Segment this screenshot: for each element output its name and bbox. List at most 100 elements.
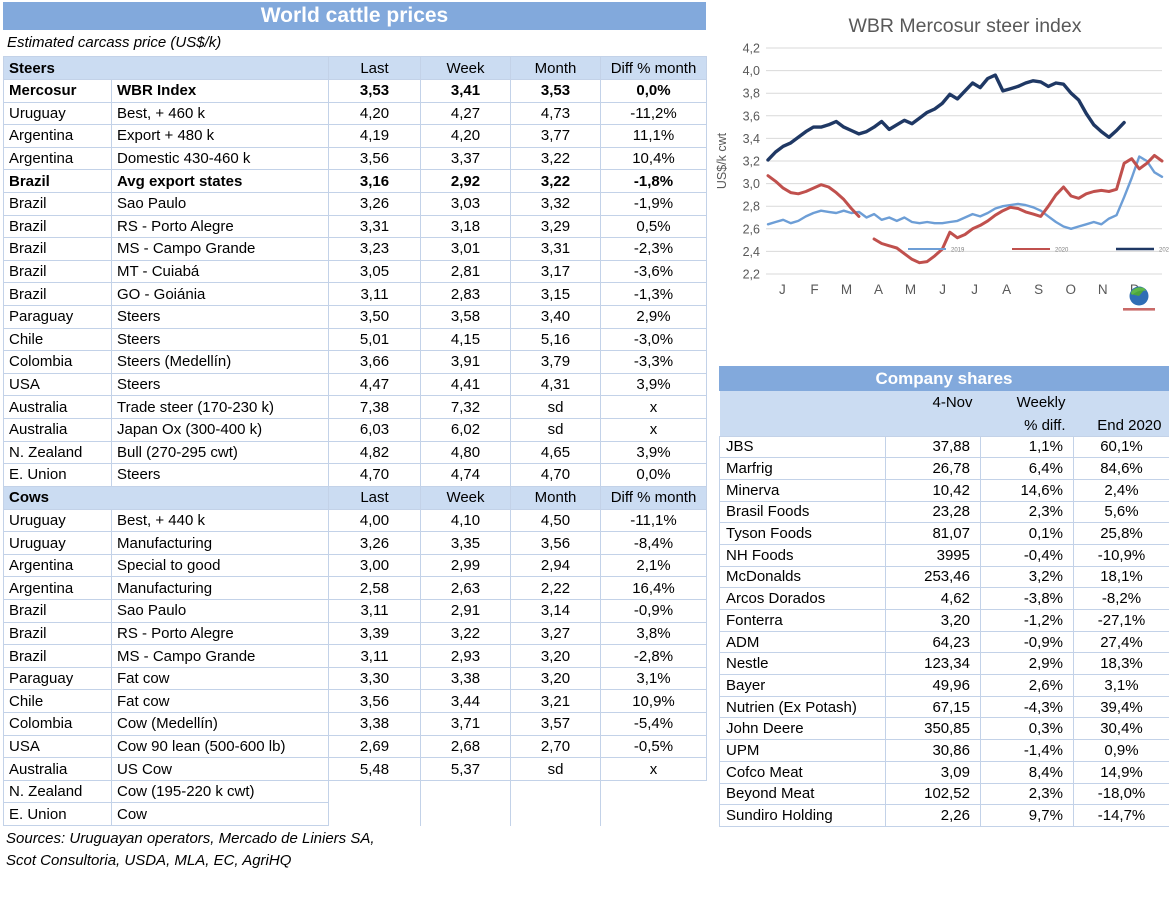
- last-cell: 3,39: [328, 621, 421, 646]
- company-price-cell: 23,28: [885, 500, 981, 524]
- svg-text:A: A: [874, 282, 883, 297]
- svg-text:2021: 2021: [1159, 248, 1169, 254]
- last-cell: 3,05: [328, 259, 421, 284]
- price-row: Uruguay Best, + 460 k 4,20 4,27 4,73 -11,2%: [3, 101, 707, 126]
- company-weekly-cell: 1,1%: [980, 435, 1074, 459]
- week-cell: 7,32: [420, 395, 511, 419]
- series-line-2019: [766, 155, 1164, 231]
- week-cell: 4,74: [420, 463, 511, 487]
- company-price-cell: 49,96: [885, 674, 981, 697]
- company-row: JBS 37,88 1,1% 60,1%: [719, 435, 1169, 459]
- company-weekly-cell: 3,2%: [980, 565, 1074, 589]
- company-weekly-cell: -1,2%: [980, 609, 1074, 632]
- wbr-steer-index-chart: 2,2 2,4 2,6 2,8 3,0 3,2 3,4 3,6 3,8 4,0 4,2 J F M A M J J…: [712, 2, 1169, 332]
- svg-text:3,6: 3,6: [743, 109, 760, 123]
- company-price-cell: 4,62: [885, 587, 981, 610]
- company-row: Cofco Meat 3,09 8,4% 14,9%: [719, 760, 1169, 784]
- diff-cell: -11,2%: [600, 101, 707, 126]
- country-cell: Colombia: [3, 350, 112, 374]
- price-row: Brazil Avg export states 3,16 2,92 3,22 -1,8%: [3, 169, 707, 193]
- diff-cell: -8,4%: [600, 531, 707, 555]
- svg-text:2,6: 2,6: [743, 222, 760, 236]
- company-price-cell: 10,42: [885, 478, 981, 502]
- price-row: Mercosur WBR Index 3,53 3,41 3,53 0,0%: [3, 79, 707, 103]
- company-end-cell: 3,1%: [1073, 674, 1169, 697]
- company-weekly-cell: -3,8%: [980, 587, 1074, 610]
- price-row: Brazil MT - Cuiabá 3,05 2,81 3,17 -3,6%: [3, 259, 707, 284]
- week-cell: 3,35: [420, 531, 511, 555]
- company-weekly-cell: -0,9%: [980, 630, 1074, 654]
- month-cell: 3,56: [510, 531, 601, 555]
- week-cell: 4,10: [420, 508, 511, 533]
- month-cell: 3,15: [510, 282, 601, 306]
- week-cell: 3,22: [420, 621, 511, 646]
- company-end-cell: 30,4%: [1073, 717, 1169, 741]
- last-cell: 2,58: [328, 576, 421, 601]
- company-name-cell: Marfrig: [719, 457, 886, 480]
- price-row: Argentina Special to good 3,00 2,99 2,94 2,1%: [3, 553, 707, 578]
- company-row: Tyson Foods 81,07 0,1% 25,8%: [719, 522, 1169, 545]
- company-row: Nutrien (Ex Potash) 67,15 -4,3% 39,4%: [719, 695, 1169, 719]
- week-cell: 4,20: [420, 124, 511, 148]
- company-row: Sundiro Holding 2,26 9,7% -14,7%: [719, 804, 1169, 827]
- country-cell: Brazil: [3, 237, 112, 261]
- month-cell: 3,17: [510, 259, 601, 284]
- item-cell: Export + 480 k: [111, 124, 329, 148]
- last-cell: 3,56: [328, 689, 421, 714]
- y-axis-tick-labels: 2,2 2,4 2,6 2,8 3,0 3,2 3,4 3,6 3,8 4,0 4,2: [743, 42, 760, 282]
- company-weekly-cell: 8,4%: [980, 760, 1074, 784]
- month-cell: sd: [510, 395, 601, 419]
- last-cell: 3,30: [328, 666, 421, 691]
- company-weekly-cell: 14,6%: [980, 478, 1074, 502]
- company-price-cell: 102,52: [885, 782, 981, 806]
- company-header-weekly: Weekly % diff.: [980, 391, 1074, 436]
- item-cell: RS - Porto Alegre: [111, 621, 329, 646]
- diff-cell: 3,9%: [600, 440, 707, 465]
- company-name-cell: Bayer: [719, 674, 886, 697]
- item-cell: Steers: [111, 304, 329, 329]
- country-cell: USA: [3, 734, 112, 759]
- svg-text:3,8: 3,8: [743, 87, 760, 101]
- item-cell: Japan Ox (300-400 k): [111, 417, 329, 442]
- month-cell: 3,20: [510, 666, 601, 691]
- week-cell: [420, 802, 511, 826]
- country-cell: Brazil: [3, 599, 112, 623]
- month-cell: 3,79: [510, 350, 601, 374]
- diff-cell: -1,8%: [600, 169, 707, 193]
- last-cell: 3,26: [328, 191, 421, 216]
- company-end-cell: -27,1%: [1073, 609, 1169, 632]
- month-cell: 4,50: [510, 508, 601, 533]
- diff-cell: -0,9%: [600, 599, 707, 623]
- diff-cell: 0,0%: [600, 463, 707, 487]
- price-row: Brazil Sao Paulo 3,11 2,91 3,14 -0,9%: [3, 599, 707, 623]
- country-cell: Argentina: [3, 146, 112, 171]
- company-end-cell: 84,6%: [1073, 457, 1169, 480]
- company-weekly-cell: 2,9%: [980, 652, 1074, 676]
- item-cell: Fat cow: [111, 689, 329, 714]
- item-cell: MT - Cuiabá: [111, 259, 329, 284]
- last-cell: 3,56: [328, 146, 421, 171]
- company-weekly-cell: -4,3%: [980, 695, 1074, 719]
- price-row: USA Steers 4,47 4,41 4,31 3,9%: [3, 372, 707, 397]
- company-shares-table: 4-Nov Weekly % diff. End 2020: [719, 391, 1169, 827]
- diff-cell: x: [600, 395, 707, 419]
- last-cell: 3,38: [328, 712, 421, 736]
- section-name: Steers: [3, 56, 329, 80]
- svg-text:3,2: 3,2: [743, 155, 760, 169]
- diff-cell: 3,1%: [600, 666, 707, 691]
- diff-cell: 16,4%: [600, 576, 707, 601]
- diff-cell: -1,3%: [600, 282, 707, 306]
- country-cell: Paraguay: [3, 304, 112, 329]
- sources-note: Sources: Uruguayan operators, Mercado de…: [3, 828, 706, 871]
- company-row: Bayer 49,96 2,6% 3,1%: [719, 674, 1169, 697]
- series-line-2020: [766, 153, 1164, 265]
- week-cell: 3,91: [420, 350, 511, 374]
- country-cell: Australia: [3, 417, 112, 442]
- month-cell: 2,22: [510, 576, 601, 601]
- diff-cell: 3,8%: [600, 621, 707, 646]
- price-row: Brazil MS - Campo Grande 3,23 3,01 3,31 -2,3%: [3, 237, 707, 261]
- last-cell: [328, 780, 421, 803]
- last-cell: 4,00: [328, 508, 421, 533]
- company-header-weekly-line1: Weekly: [1016, 394, 1066, 412]
- price-row: Argentina Domestic 430-460 k 3,56 3,37 3,22 1…: [3, 146, 707, 171]
